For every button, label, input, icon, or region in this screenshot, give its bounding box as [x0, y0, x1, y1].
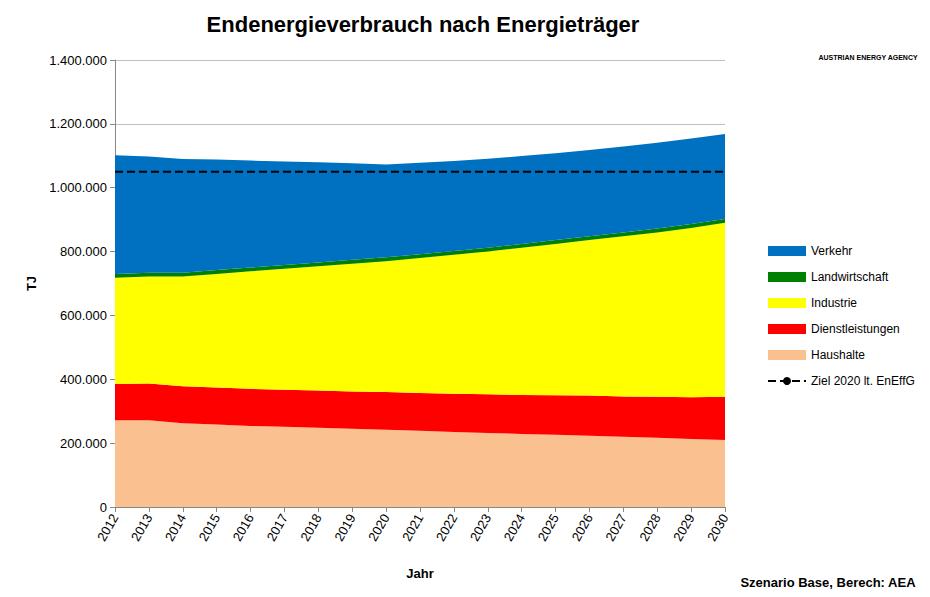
svg-text:2029: 2029: [670, 511, 697, 544]
svg-text:Verkehr: Verkehr: [811, 244, 852, 258]
svg-text:2022: 2022: [433, 511, 460, 544]
svg-text:2016: 2016: [230, 511, 257, 544]
svg-text:2018: 2018: [297, 511, 324, 544]
svg-text:2030: 2030: [704, 511, 731, 544]
svg-text:600.000: 600.000: [60, 308, 107, 323]
svg-text:400.000: 400.000: [60, 372, 107, 387]
svg-text:Industrie: Industrie: [811, 296, 857, 310]
svg-text:2019: 2019: [331, 511, 358, 544]
svg-text:1.200.000: 1.200.000: [49, 116, 107, 131]
svg-text:Jahr: Jahr: [406, 566, 433, 581]
svg-text:Szenario Base, Berech: AEA: Szenario Base, Berech: AEA: [740, 575, 916, 590]
svg-text:TJ: TJ: [24, 276, 39, 291]
svg-text:2021: 2021: [399, 511, 426, 544]
svg-text:0: 0: [100, 500, 107, 515]
svg-text:2013: 2013: [128, 511, 155, 544]
svg-text:2028: 2028: [636, 511, 663, 544]
svg-text:Endenergieverbrauch nach Energ: Endenergieverbrauch nach Energieträger: [207, 12, 640, 37]
svg-text:2020: 2020: [365, 511, 392, 544]
svg-text:2012: 2012: [94, 511, 121, 544]
svg-text:2015: 2015: [196, 511, 223, 544]
svg-text:Haushalte: Haushalte: [811, 348, 865, 362]
svg-text:Landwirtschaft: Landwirtschaft: [811, 270, 889, 284]
svg-text:2014: 2014: [162, 511, 189, 544]
svg-text:1.400.000: 1.400.000: [49, 53, 107, 68]
svg-text:2027: 2027: [602, 511, 629, 544]
svg-text:Ziel 2020 lt. EnEffG: Ziel 2020 lt. EnEffG: [811, 374, 915, 388]
svg-text:Dienstleistungen: Dienstleistungen: [811, 322, 900, 336]
svg-text:2023: 2023: [467, 511, 494, 544]
svg-text:2026: 2026: [569, 511, 596, 544]
svg-text:800.000: 800.000: [60, 244, 107, 259]
svg-text:2017: 2017: [264, 511, 291, 544]
svg-text:200.000: 200.000: [60, 436, 107, 451]
svg-text:AUSTRIAN ENERGY AGENCY: AUSTRIAN ENERGY AGENCY: [818, 54, 918, 61]
svg-text:2024: 2024: [501, 511, 528, 544]
svg-text:1.000.000: 1.000.000: [49, 180, 107, 195]
svg-text:2025: 2025: [535, 511, 562, 544]
